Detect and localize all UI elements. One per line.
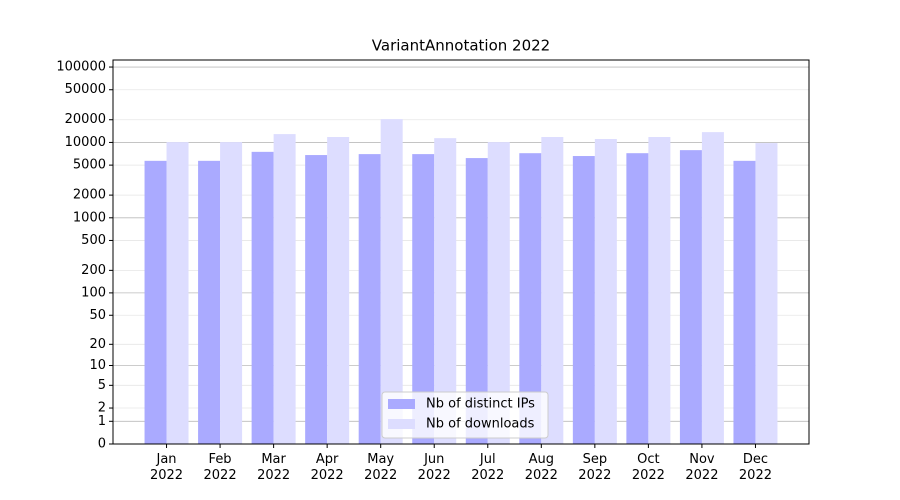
legend-swatch [388, 419, 415, 429]
y-tick-label: 20000 [65, 112, 106, 127]
legend-box [381, 391, 549, 439]
y-tick-label: 1 [98, 414, 106, 429]
x-tick-label: Aug 2022 [524, 452, 558, 483]
x-tick-label: Sep 2022 [578, 452, 612, 483]
y-tick-label: 100 [81, 285, 106, 300]
legend-label: Nb of distinct IPs [426, 397, 535, 412]
bar [519, 153, 542, 444]
y-tick-label: 20 [89, 337, 106, 352]
y-tick-label: 100000 [56, 60, 106, 75]
x-tick-label: Dec 2022 [738, 452, 772, 483]
bar [327, 137, 350, 445]
plot-frame [112, 59, 810, 445]
x-tick-label: Jun 2022 [417, 452, 451, 483]
bar [220, 142, 243, 445]
x-tick-label: Oct 2022 [631, 452, 665, 483]
bar [251, 151, 274, 445]
x-tick-label: Jan 2022 [149, 452, 184, 483]
bar [358, 154, 381, 444]
y-tick-label: 5000 [73, 158, 106, 173]
bar [305, 155, 328, 444]
x-tick-label: Feb 2022 [203, 452, 237, 483]
bar [648, 137, 671, 445]
y-tick-label: 2000 [73, 188, 106, 203]
y-tick-label: 10 [89, 358, 106, 373]
x-tick-label: Jul 2022 [471, 452, 505, 483]
x-tick-label: May 2022 [364, 452, 398, 483]
bar [465, 158, 488, 444]
bar [412, 154, 435, 444]
y-tick-label: 10000 [65, 135, 106, 150]
x-tick-label: Mar 2022 [257, 452, 291, 483]
bar [733, 160, 756, 444]
y-tick-label: 1000 [73, 210, 106, 225]
bar [273, 134, 296, 444]
bar [594, 139, 617, 445]
legend-label: Nb of downloads [426, 417, 535, 432]
legend: Nb of distinct IPs Nb of downloads [381, 391, 549, 439]
bar [679, 150, 702, 445]
bar [626, 153, 649, 444]
bar [701, 132, 724, 445]
chart-title: VariantAnnotation 2022 [372, 37, 550, 55]
bar [755, 143, 778, 444]
y-tick-label: 2 [98, 401, 106, 416]
bar [434, 138, 457, 444]
bar [380, 119, 403, 445]
bar [166, 142, 189, 445]
legend-swatch [388, 399, 415, 409]
y-tick-label: 0 [98, 437, 106, 452]
x-tick-label: Nov 2022 [685, 452, 719, 483]
bar [487, 142, 510, 445]
y-tick-label: 50 [89, 308, 106, 323]
bar [541, 137, 564, 445]
y-tick-label: 500 [81, 233, 106, 248]
y-tick-label: 50000 [65, 82, 106, 97]
x-tick-label: Apr 2022 [310, 452, 344, 483]
y-tick-label: 200 [81, 263, 106, 278]
y-tick-label: 5 [98, 378, 106, 393]
bar [144, 160, 167, 444]
bar [198, 160, 221, 444]
bar [572, 156, 595, 445]
